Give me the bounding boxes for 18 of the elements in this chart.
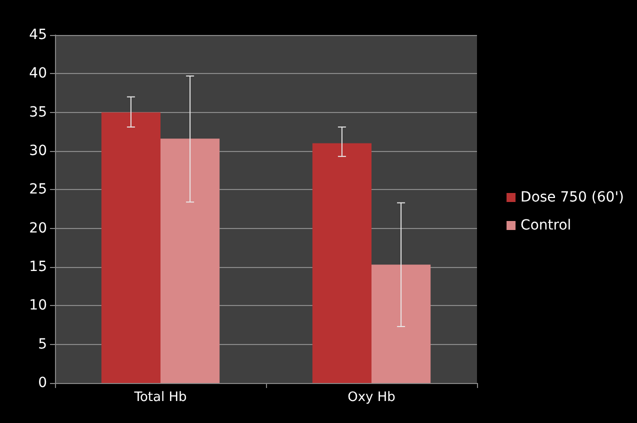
y-tick-label: 40: [29, 66, 47, 82]
y-tick-label: 45: [29, 27, 47, 43]
bar: [101, 112, 160, 383]
y-tick-label: 25: [29, 182, 47, 198]
legend-label: Control: [520, 218, 572, 234]
y-tick-label: 15: [29, 259, 47, 275]
bar: [372, 264, 431, 383]
y-tick-label: 35: [29, 104, 47, 120]
y-tick-label: 10: [29, 298, 47, 314]
y-tick-label: 30: [29, 143, 47, 159]
y-tick-label: 20: [29, 220, 47, 236]
y-tick-label: 0: [38, 375, 47, 391]
x-tick-label: Oxy Hb: [348, 390, 396, 405]
bar: [312, 143, 372, 383]
x-tick-label: Total Hb: [133, 390, 187, 405]
legend-label: Dose 750 (60'): [520, 190, 624, 206]
bar: [160, 138, 220, 383]
y-tick-label: 5: [38, 336, 47, 352]
